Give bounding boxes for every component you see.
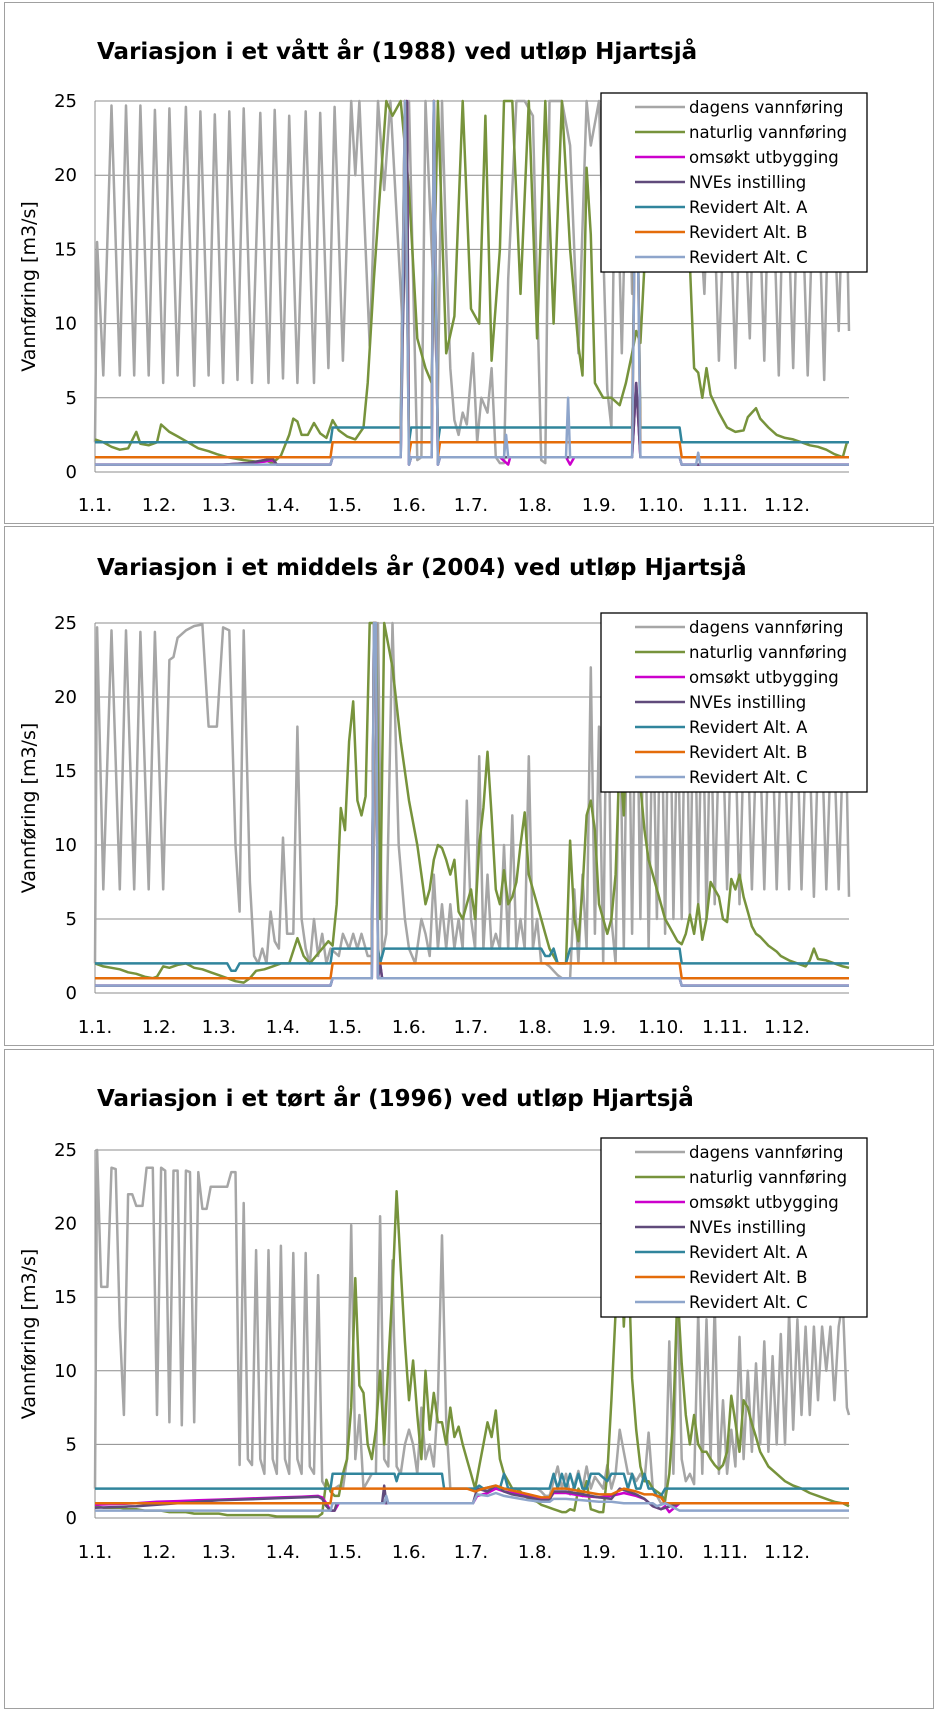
x-tick-label: 1.1. [78,495,112,516]
x-tick-label: 1.10. [638,495,684,516]
y-tick-label: 20 [54,687,77,708]
chart-panel-1988: Variasjon i et vått år (1988) ved utløp … [4,2,934,524]
chart-svg-1996: Variasjon i et tørt år (1996) ved utløp … [18,1085,868,1563]
x-tick-label: 1.12. [764,495,810,516]
series-line-7 [95,621,849,987]
legend-label: naturlig vannføring [689,1168,847,1187]
series-line-1 [93,621,851,980]
y-tick-label: 25 [54,1140,77,1161]
chart-svg-2004: Variasjon i et middels år (2004) ved utl… [18,554,868,1038]
series-line-7 [95,1491,849,1512]
chart-panel-1996: Variasjon i et tørt år (1996) ved utløp … [4,1049,934,1709]
chart-title: Variasjon i et tørt år (1996) ved utløp … [97,1085,694,1112]
x-tick-label: 1.1. [78,1017,112,1038]
legend-label: Revidert Alt. A [689,198,808,217]
chart-svg-1988: Variasjon i et vått år (1988) ved utløp … [18,38,868,516]
legend-label: NVEs instilling [689,173,806,192]
y-tick-label: 10 [54,314,77,335]
chart-title: Variasjon i et middels år (2004) ved utl… [97,554,747,581]
series-line-5 [95,621,849,973]
x-tick-label: 1.10. [638,1542,684,1563]
legend-label: Revidert Alt. A [689,1243,808,1262]
x-tick-label: 1.5. [328,1542,362,1563]
x-tick-label: 1.5. [328,1017,362,1038]
legend-label: Revidert Alt. C [689,1293,808,1312]
legend-label: Revidert Alt. B [689,1268,808,1287]
x-tick-label: 1.4. [266,495,300,516]
legend-label: Revidert Alt. B [689,743,808,762]
y-tick-label: 10 [54,1361,77,1382]
legend-label: dagens vannføring [689,1143,844,1162]
x-tick-label: 1.7. [454,495,488,516]
x-tick-label: 1.9. [582,1017,616,1038]
x-tick-label: 1.11. [702,1017,748,1038]
x-tick-label: 1.7. [454,1542,488,1563]
legend-label: dagens vannføring [689,618,844,637]
y-axis-label: Vannføring [m3/s] [18,201,40,372]
y-tick-label: 15 [54,1287,77,1308]
legend-label: Revidert Alt. C [689,248,808,267]
legend-label: omsøkt utbygging [689,148,839,167]
legend-label: naturlig vannføring [689,643,847,662]
x-tick-label: 1.3. [202,1017,236,1038]
x-tick-label: 1.4. [266,1542,300,1563]
y-tick-label: 5 [66,1434,77,1455]
x-tick-label: 1.2. [142,495,176,516]
y-tick-label: 10 [54,835,77,856]
chart-panel-2004: Variasjon i et middels år (2004) ved utl… [4,526,934,1046]
x-tick-label: 1.3. [202,1542,236,1563]
x-tick-label: 1.9. [582,1542,616,1563]
y-tick-label: 0 [66,1508,77,1529]
y-tick-label: 25 [54,613,77,634]
y-axis-label: Vannføring [m3/s] [18,1249,40,1420]
legend-label: Revidert Alt. B [689,223,808,242]
x-tick-label: 1.12. [764,1542,810,1563]
legend-label: dagens vannføring [689,98,844,117]
legend-label: Revidert Alt. A [689,718,808,737]
x-tick-label: 1.7. [454,1017,488,1038]
y-tick-label: 20 [54,1214,77,1235]
legend-label: Revidert Alt. C [689,768,808,787]
series-line-6 [95,1484,849,1505]
x-tick-label: 1.4. [266,1017,300,1038]
y-tick-label: 0 [66,983,77,1004]
y-tick-label: 15 [54,761,77,782]
y-tick-label: 25 [54,91,77,112]
x-tick-label: 1.11. [702,495,748,516]
y-tick-label: 5 [66,909,77,930]
x-tick-label: 1.11. [702,1542,748,1563]
x-tick-label: 1.6. [392,1017,426,1038]
x-tick-label: 1.3. [202,495,236,516]
x-tick-label: 1.8. [518,1542,552,1563]
y-tick-label: 15 [54,239,77,260]
x-tick-label: 1.10. [638,1017,684,1038]
legend-label: omsøkt utbygging [689,1193,839,1212]
legend-label: omsøkt utbygging [689,668,839,687]
x-tick-label: 1.8. [518,1017,552,1038]
x-tick-label: 1.8. [518,495,552,516]
x-tick-label: 1.2. [142,1017,176,1038]
x-tick-label: 1.12. [764,1017,810,1038]
y-axis-label: Vannføring [m3/s] [18,723,40,894]
chart-title: Variasjon i et vått år (1988) ved utløp … [97,38,697,65]
series-line-2 [94,99,849,465]
x-tick-label: 1.6. [392,1542,426,1563]
legend-label: naturlig vannføring [689,123,847,142]
y-tick-label: 5 [66,388,77,409]
series-line-2 [94,1189,850,1518]
x-tick-label: 1.2. [142,1542,176,1563]
x-tick-label: 1.9. [582,495,616,516]
legend-label: NVEs instilling [689,1218,806,1237]
series-line-5 [95,1472,849,1498]
series-line-7 [95,99,849,466]
y-tick-label: 20 [54,165,77,186]
legend-label: NVEs instilling [689,693,806,712]
x-tick-label: 1.1. [78,1542,112,1563]
y-tick-label: 0 [66,462,77,483]
x-tick-label: 1.5. [328,495,362,516]
x-tick-label: 1.6. [392,495,426,516]
